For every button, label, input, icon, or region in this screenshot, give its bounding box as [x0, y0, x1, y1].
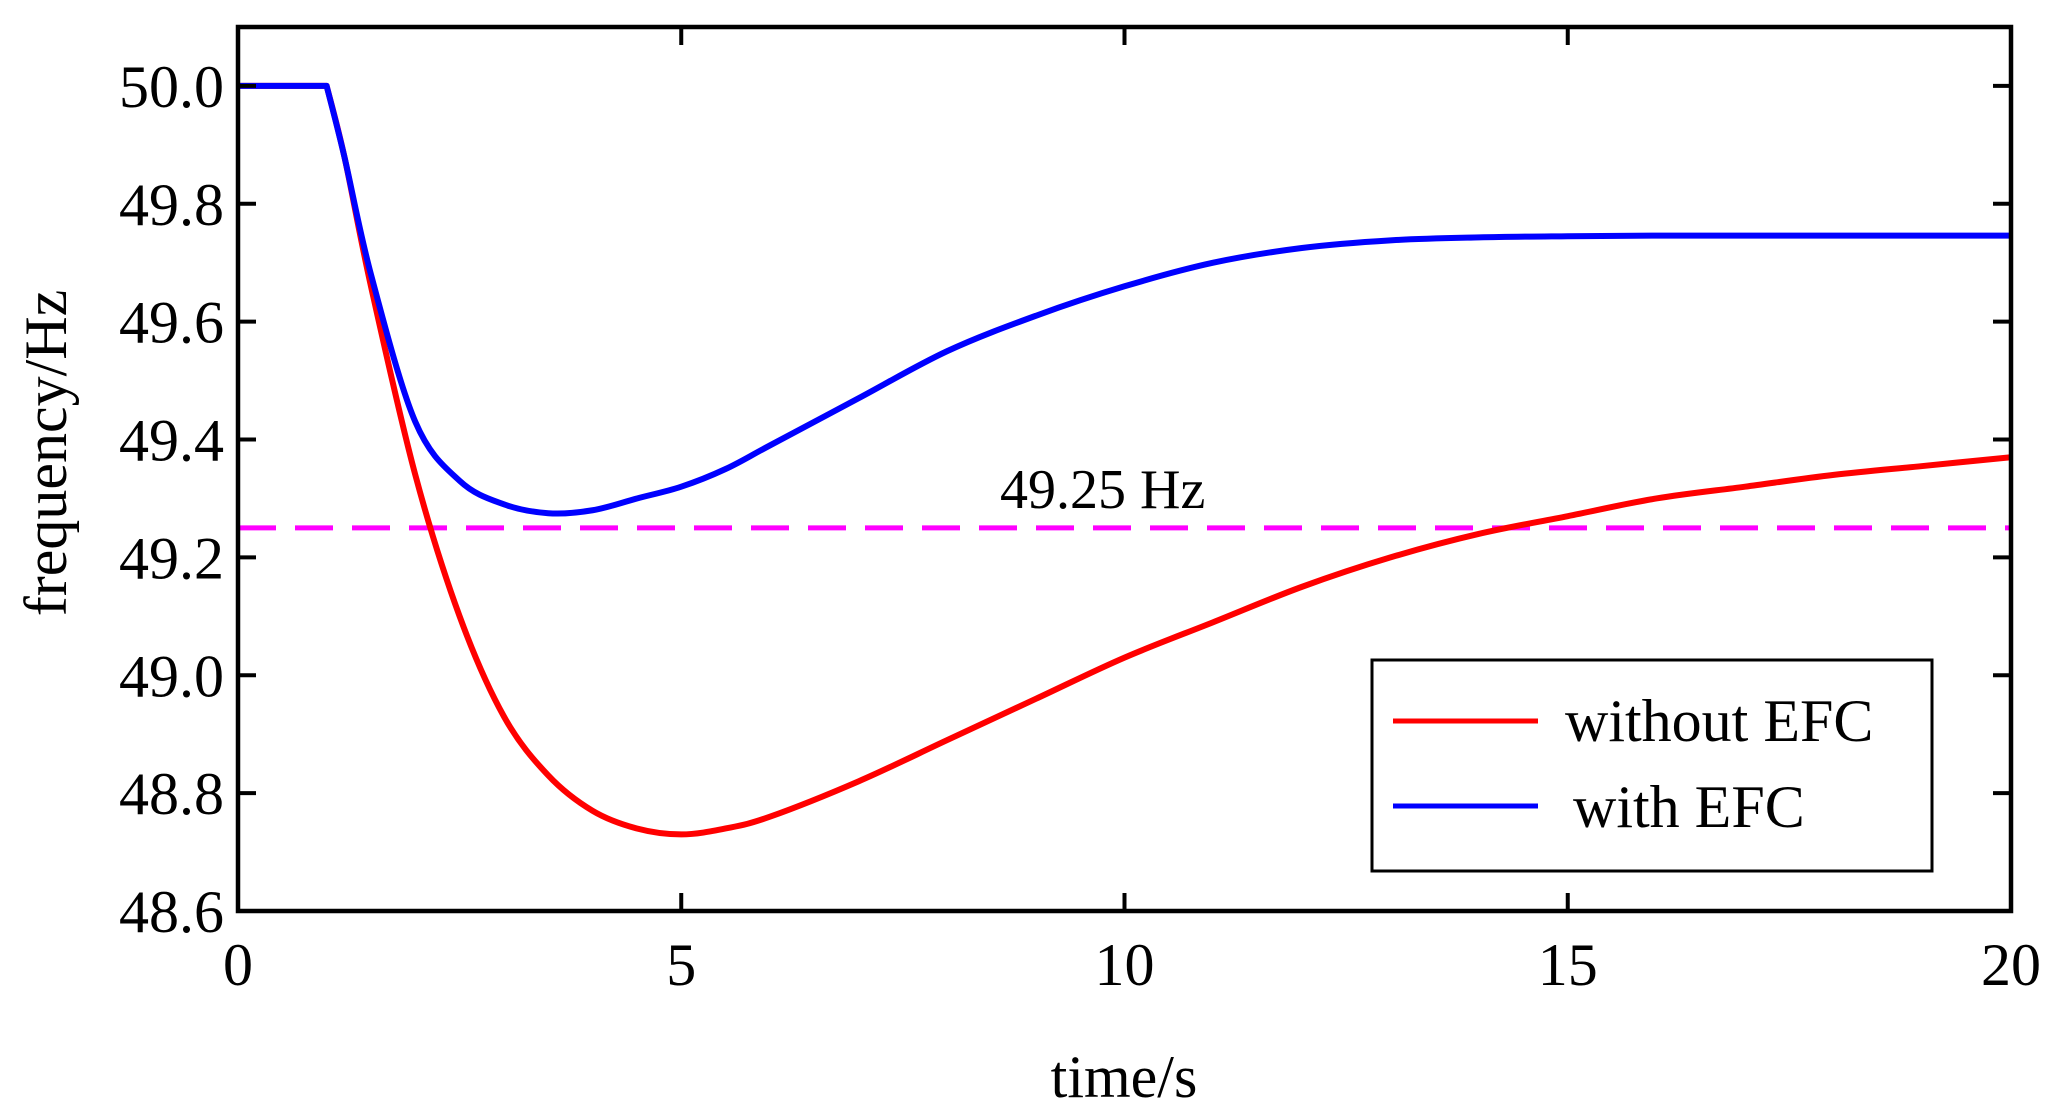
x-tick-label: 0 — [223, 932, 253, 998]
series-layer — [238, 82, 2011, 838]
legend-box — [1370, 658, 1934, 873]
reference-line-label: 49.25 Hz — [1000, 459, 1205, 521]
x-tick-label: 15 — [1538, 932, 1598, 998]
legend-label-without-efc: without EFC — [1565, 688, 1873, 754]
x-axis: 0 5 10 15 20 — [223, 27, 2041, 998]
y-tick-label: 49.2 — [119, 525, 224, 591]
y-axis-label: frequency/Hz — [13, 290, 79, 616]
y-axis: 48.6 48.8 49.0 49.2 49.4 49.6 49.8 50.0 — [119, 54, 2011, 945]
legend-label-with-efc: with EFC — [1573, 774, 1805, 840]
y-tick-label: 48.8 — [119, 761, 224, 827]
x-tick-label: 5 — [666, 932, 696, 998]
y-tick-label: 49.0 — [119, 643, 224, 709]
series-line-without-efc — [238, 82, 2011, 838]
y-tick-label: 50.0 — [119, 54, 224, 120]
series-line-with-efc — [238, 82, 2011, 517]
y-tick-label: 49.6 — [119, 290, 224, 356]
x-tick-label: 20 — [1981, 932, 2041, 998]
x-axis-label: time/s — [1051, 1044, 1198, 1110]
y-tick-label: 48.6 — [119, 879, 224, 945]
x-tick-label: 10 — [1095, 932, 1155, 998]
legend: without EFC with EFC — [1370, 658, 1934, 873]
y-tick-label: 49.8 — [119, 172, 224, 238]
y-tick-label: 49.4 — [119, 408, 224, 474]
